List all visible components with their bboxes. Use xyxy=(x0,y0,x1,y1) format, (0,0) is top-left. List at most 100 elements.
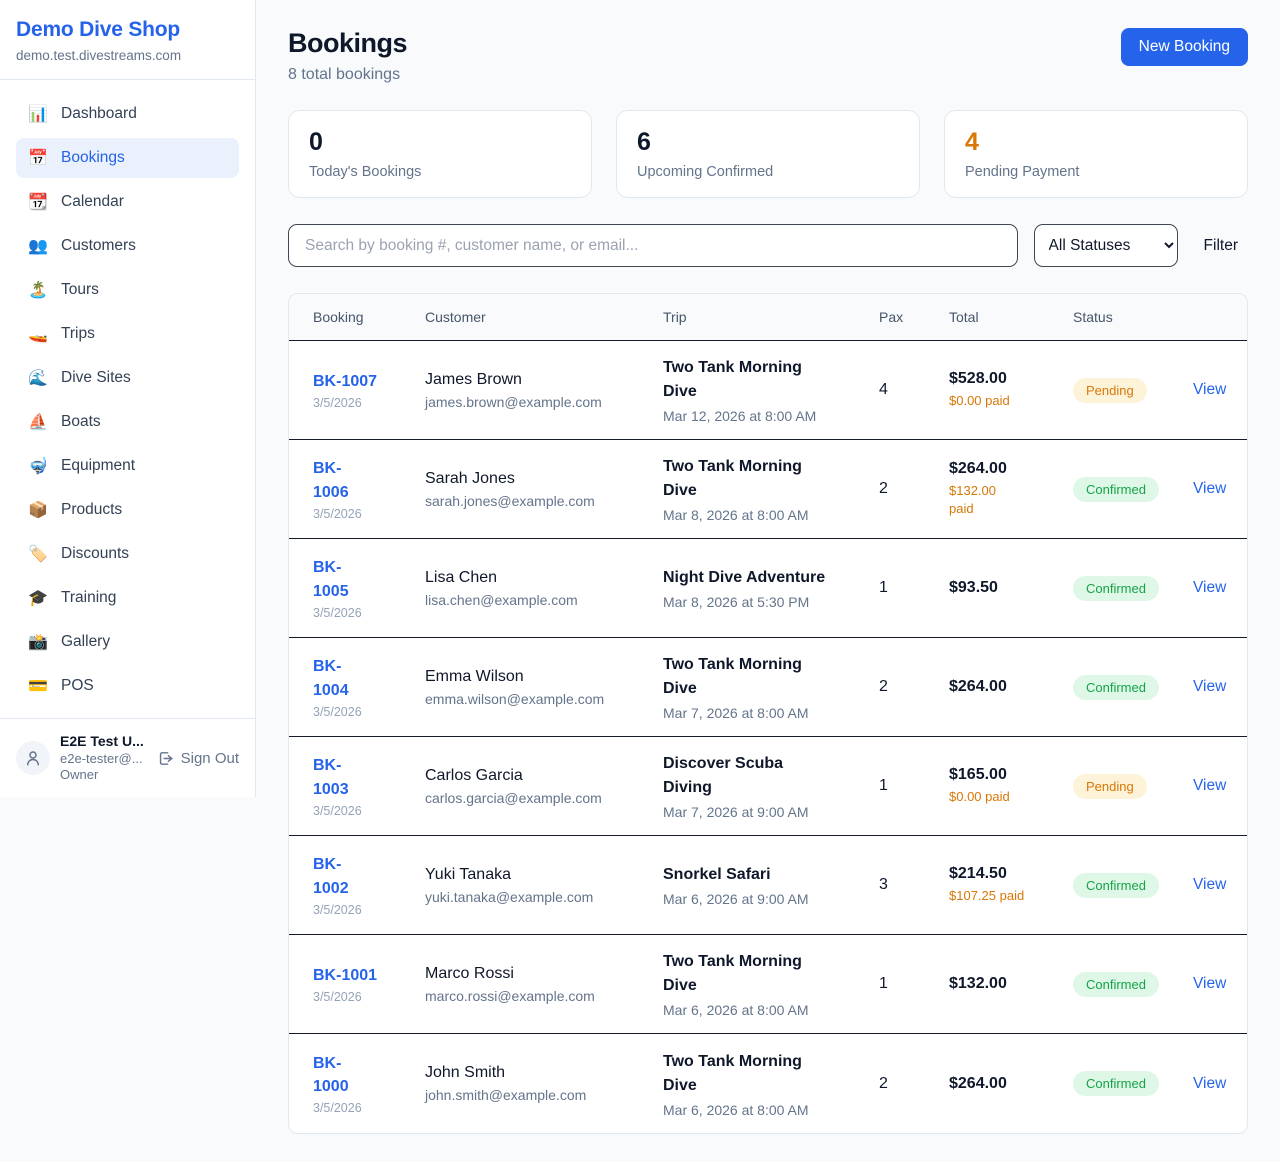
total-amount: $214.50 xyxy=(949,865,1007,883)
sidebar-footer: E2E Test U... e2e-tester@... Owner Sign … xyxy=(0,718,255,797)
sidebar-item-gallery[interactable]: 📸 Gallery xyxy=(16,622,239,662)
customer-email: carlos.garcia@example.com xyxy=(425,789,602,806)
total-amount: $528.00 xyxy=(949,370,1007,388)
booking-number-link[interactable]: BK- 1005 xyxy=(313,559,349,600)
new-booking-button[interactable]: New Booking xyxy=(1120,28,1248,66)
view-link[interactable]: View xyxy=(1193,975,1227,992)
sidebar-item-training[interactable]: 🎓 Training xyxy=(16,578,239,618)
paid-amount: $0.00 paid xyxy=(949,393,1010,409)
booking-number-link[interactable]: BK- 1003 xyxy=(313,757,349,798)
view-link[interactable]: View xyxy=(1193,1074,1227,1092)
sidebar-nav: 📊 Dashboard 📅 Bookings 📆 Calendar 👥 Cust… xyxy=(0,80,255,718)
sidebar-item-pos[interactable]: 💳 POS xyxy=(16,666,239,706)
main-content: Bookings 8 total bookings New Booking 0 … xyxy=(256,0,1280,1162)
sign-out-button[interactable]: Sign Out xyxy=(157,750,239,767)
view-link[interactable]: View xyxy=(1193,876,1227,893)
sidebar-item-label: Training xyxy=(61,589,117,606)
trip-datetime: Mar 8, 2026 at 8:00 AM xyxy=(663,507,809,523)
table-row: BK- 1003 3/5/2026 Carlos Garcia carlos.g… xyxy=(289,737,1247,836)
brand-domain: demo.test.divestreams.com xyxy=(16,48,182,63)
filter-button[interactable]: Filter xyxy=(1194,237,1248,255)
stat-label: Pending Payment xyxy=(965,164,1080,180)
booking-number-link[interactable]: BK- 1000 xyxy=(313,1054,349,1095)
pax-count: 1 xyxy=(879,579,888,596)
customer-name: James Brown xyxy=(425,370,522,388)
sidebar-item-equipment[interactable]: 🤿 Equipment xyxy=(16,446,239,486)
table-row: BK- 1000 3/5/2026 John Smith john.smith@… xyxy=(289,1034,1247,1133)
booking-number-link[interactable]: BK- 1004 xyxy=(313,658,349,699)
page-header-text: Bookings 8 total bookings xyxy=(288,28,408,84)
sidebar-item-customers[interactable]: 👥 Customers xyxy=(16,226,239,266)
user-name: E2E Test U... xyxy=(60,733,144,749)
sidebar-item-boats[interactable]: ⛵ Boats xyxy=(16,402,239,442)
search-input[interactable] xyxy=(288,224,1018,267)
pax-count: 4 xyxy=(879,381,888,398)
status-filter-select[interactable]: All Statuses xyxy=(1033,224,1178,267)
actions-cell: View xyxy=(1169,876,1247,894)
sidebar-item-discounts[interactable]: 🏷️ Discounts xyxy=(16,534,239,574)
trip-cell: Two Tank Morning Dive Mar 8, 2026 at 8:0… xyxy=(639,455,855,523)
sidebar-item-trips[interactable]: 🚤 Trips xyxy=(16,314,239,354)
actions-cell: View xyxy=(1169,480,1247,498)
total-amount: $264.00 xyxy=(949,1074,1007,1092)
user-role: Owner xyxy=(60,766,99,782)
stat-label: Upcoming Confirmed xyxy=(637,164,774,180)
table-row: BK- 1004 3/5/2026 Emma Wilson emma.wilso… xyxy=(289,638,1247,737)
trip-datetime: Mar 6, 2026 at 8:00 AM xyxy=(663,1002,809,1018)
actions-cell: View xyxy=(1169,579,1247,597)
status-badge: Pending xyxy=(1073,377,1147,403)
view-link[interactable]: View xyxy=(1193,381,1227,398)
sidebar-item-label: Calendar xyxy=(61,193,124,210)
trip-cell: Two Tank Morning Dive Mar 7, 2026 at 8:0… xyxy=(639,653,855,721)
booking-number-link[interactable]: BK- 1006 xyxy=(313,460,349,501)
booking-cell: BK-1001 3/5/2026 xyxy=(289,964,401,1004)
customer-email: james.brown@example.com xyxy=(425,393,602,410)
sidebar-item-label: Dashboard xyxy=(61,105,137,122)
booking-cell: BK- 1002 3/5/2026 xyxy=(289,853,401,916)
sidebar-item-products[interactable]: 📦 Products xyxy=(16,490,239,530)
booking-cell: BK- 1003 3/5/2026 xyxy=(289,754,401,817)
total-cell: $264.00 xyxy=(925,1075,1049,1093)
stats-row: 0 Today's Bookings 6 Upcoming Confirmed … xyxy=(288,110,1248,198)
sidebar-item-bookings[interactable]: 📅 Bookings xyxy=(16,138,239,178)
total-cell: $264.00 $132.00 paid xyxy=(925,460,1049,517)
view-link[interactable]: View xyxy=(1193,579,1227,596)
stat-value: 0 xyxy=(309,128,323,156)
page-subtitle: 8 total bookings xyxy=(288,66,401,83)
paid-amount: $132.00 paid xyxy=(949,483,996,516)
sign-out-icon xyxy=(157,750,174,767)
table-body: BK-1007 3/5/2026 James Brown james.brown… xyxy=(289,341,1247,1133)
sidebar-item-tours[interactable]: 🏝️ Tours xyxy=(16,270,239,310)
total-cell: $132.00 xyxy=(925,975,1049,993)
trip-datetime: Mar 6, 2026 at 9:00 AM xyxy=(663,891,809,907)
island-icon: 🏝️ xyxy=(28,282,48,299)
view-link[interactable]: View xyxy=(1193,678,1227,695)
trip-cell: Two Tank Morning Dive Mar 12, 2026 at 8:… xyxy=(639,356,855,424)
trip-datetime: Mar 6, 2026 at 8:00 AM xyxy=(663,1101,809,1118)
total-amount: $264.00 xyxy=(949,678,1007,695)
sidebar-item-dive-sites[interactable]: 🌊 Dive Sites xyxy=(16,358,239,398)
booking-cell: BK- 1006 3/5/2026 xyxy=(289,457,401,520)
status-cell: Confirmed xyxy=(1049,1071,1169,1096)
brand-name: Demo Dive Shop xyxy=(16,18,181,41)
booking-number-link[interactable]: BK- 1002 xyxy=(313,856,349,897)
customer-cell: Yuki Tanaka yuki.tanaka@example.com xyxy=(401,866,639,905)
sidebar-item-calendar[interactable]: 📆 Calendar xyxy=(16,182,239,222)
view-link[interactable]: View xyxy=(1193,777,1227,794)
booking-date: 3/5/2026 xyxy=(313,396,362,411)
tag-icon: 🏷️ xyxy=(28,546,48,563)
sidebar-item-label: Discounts xyxy=(61,545,130,562)
stat-value: 4 xyxy=(965,128,979,156)
customer-name: Emma Wilson xyxy=(425,667,524,685)
page-title: Bookings xyxy=(288,28,408,58)
view-link[interactable]: View xyxy=(1193,480,1227,497)
booking-number-link[interactable]: BK-1001 xyxy=(313,966,378,984)
status-badge: Pending xyxy=(1073,773,1147,799)
calendar-icon: 📅 xyxy=(28,150,48,167)
customer-email: john.smith@example.com xyxy=(425,1087,587,1103)
customer-cell: Carlos Garcia carlos.garcia@example.com xyxy=(401,767,639,806)
package-icon: 📦 xyxy=(28,502,48,519)
booking-number-link[interactable]: BK-1007 xyxy=(313,372,378,390)
sidebar-item-dashboard[interactable]: 📊 Dashboard xyxy=(16,94,239,134)
